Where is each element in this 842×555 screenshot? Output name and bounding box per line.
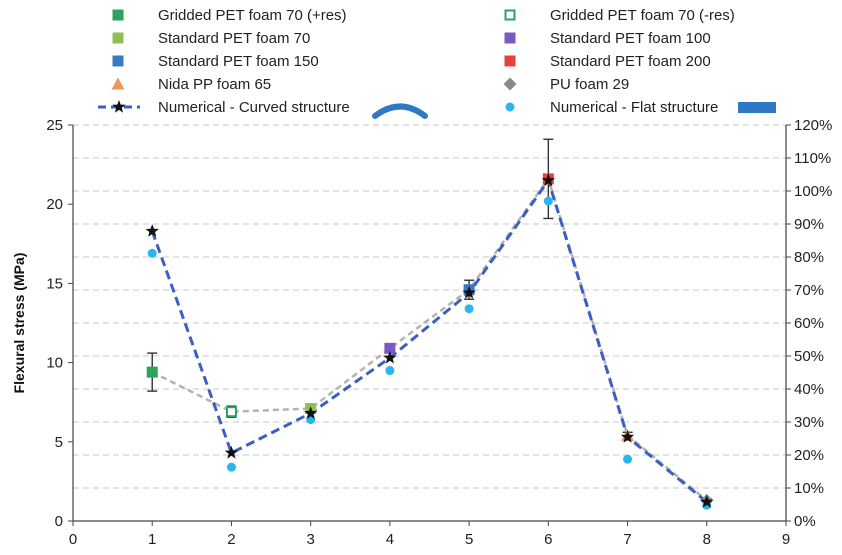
legend-marker-standard-pet-foam-200 [504, 55, 516, 67]
legend-label-numerical-flat-structure: Numerical - Flat structure [550, 99, 718, 116]
y2-tick-label: 100% [794, 183, 832, 200]
flat-structure-icon [738, 102, 776, 113]
y2-tick-label: 50% [794, 348, 824, 365]
point-numerical-curved-structure [145, 224, 159, 237]
legend-label-gridded-pet-foam-70-res: Gridded PET foam 70 (+res) [158, 7, 347, 24]
point-numerical-curved-structure [224, 445, 239, 459]
legend-marker-standard-pet-foam-100 [504, 32, 516, 44]
legend-label-gridded-pet-foam-70-res: Gridded PET foam 70 (-res) [550, 7, 735, 24]
point-numerical-flat-structure [623, 454, 633, 464]
y2-tick-label: 20% [794, 447, 824, 464]
point-standard-pet-foam-100 [384, 342, 396, 354]
legend-marker-nida-pp-foam-65 [111, 77, 125, 90]
legend-marker-gridded-pet-foam-70-res [112, 9, 124, 21]
y-tick-label: 15 [46, 275, 63, 292]
x-tick-label: 0 [69, 531, 77, 548]
y2-tick-label: 30% [794, 414, 824, 431]
legend-marker-numerical-curved-structure [112, 100, 126, 113]
x-tick-label: 2 [227, 531, 235, 548]
legend-label-standard-pet-foam-100: Standard PET foam 100 [550, 30, 711, 47]
y-axis-title: Flexural stress (MPa) [11, 253, 27, 394]
legend-label-standard-pet-foam-150: Standard PET foam 150 [158, 53, 319, 70]
point-numerical-flat-structure [543, 196, 553, 206]
point-gridded-pet-foam-70-res [146, 366, 158, 378]
y2-tick-label: 120% [794, 117, 832, 134]
legend-label-pu-foam-29: PU foam 29 [550, 76, 629, 93]
point-gridded-pet-foam-70-res [225, 406, 237, 418]
y2-tick-label: 90% [794, 216, 824, 233]
x-tick-label: 8 [703, 531, 711, 548]
point-numerical-curved-structure [700, 495, 714, 508]
x-tick-label: 6 [544, 531, 552, 548]
point-numerical-curved-structure [383, 350, 397, 364]
y2-tick-label: 60% [794, 315, 824, 332]
point-numerical-flat-structure [147, 248, 157, 258]
legend-marker-standard-pet-foam-70 [112, 32, 124, 44]
y2-tick-label: 10% [794, 480, 824, 497]
x-tick-label: 3 [306, 531, 314, 548]
legend-label-numerical-curved-structure: Numerical - Curved structure [158, 99, 350, 116]
y-tick-label: 0 [55, 513, 63, 530]
y-tick-label: 5 [55, 434, 63, 451]
point-numerical-flat-structure [226, 462, 236, 472]
y2-tick-label: 80% [794, 249, 824, 266]
legend-label-standard-pet-foam-70: Standard PET foam 70 [158, 30, 310, 47]
point-numerical-curved-structure [462, 285, 476, 299]
legend-label-standard-pet-foam-200: Standard PET foam 200 [550, 53, 711, 70]
legend-label-nida-pp-foam-65: Nida PP foam 65 [158, 76, 271, 93]
x-tick-label: 1 [148, 531, 156, 548]
x-tick-label: 5 [465, 531, 473, 548]
x-tick-label: 4 [386, 531, 394, 548]
y2-tick-label: 40% [794, 381, 824, 398]
x-tick-label: 9 [782, 531, 790, 548]
point-numerical-flat-structure [385, 366, 395, 376]
legend-marker-numerical-flat-structure [505, 102, 515, 112]
point-numerical-curved-structure [620, 430, 635, 443]
y-tick-label: 10 [46, 355, 63, 372]
y-tick-label: 25 [46, 117, 63, 134]
point-numerical-curved-structure [304, 406, 318, 419]
y-tick-label: 20 [46, 196, 63, 213]
point-numerical-flat-structure [464, 304, 474, 314]
y2-tick-label: 70% [794, 282, 824, 299]
legend-marker-gridded-pet-foam-70-res [504, 9, 516, 21]
x-tick-label: 7 [623, 531, 631, 548]
legend-marker-standard-pet-foam-150 [112, 55, 124, 67]
legend-marker-pu-foam-29 [503, 77, 517, 91]
point-numerical-curved-structure [541, 173, 555, 187]
y2-tick-label: 0% [794, 513, 816, 530]
y2-tick-label: 110% [794, 150, 831, 167]
curved-structure-icon [372, 103, 428, 119]
numerical-curved-line [150, 177, 708, 504]
